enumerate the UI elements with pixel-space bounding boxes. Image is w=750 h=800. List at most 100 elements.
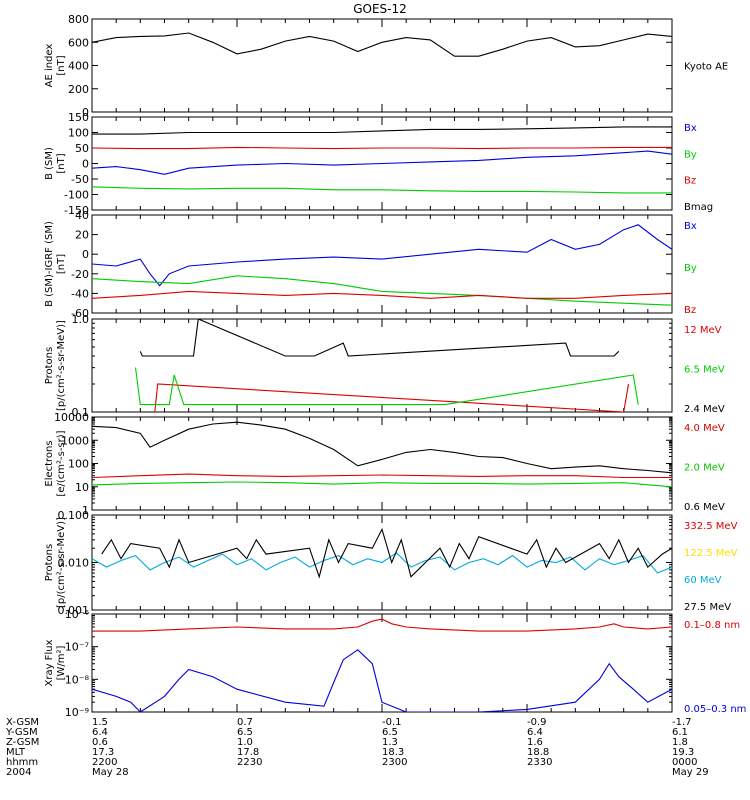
y-tick-label: 150 — [68, 111, 89, 124]
y-tick-label: -100 — [64, 189, 89, 202]
y-tick-label: 10⁻⁹ — [65, 706, 89, 719]
series-line-bz — [92, 146, 672, 150]
legend-label: Kyoto AE — [684, 62, 728, 73]
time-axis-row-label: hhmm — [6, 757, 38, 768]
y-axis-label: [p/(cm²-s-sr-MeV)] — [56, 517, 67, 608]
y-axis-label: Protons — [44, 347, 55, 384]
legend-label: By — [684, 149, 697, 160]
panel-electrons: 10000 1000 100 10 1 Electrons [e/(cm²-s-sr)] 4.… — [44, 411, 725, 517]
time-axis-value: 2230 — [237, 757, 262, 768]
y-axis-label: [p/(cm²-s-sr-MeV)] — [56, 320, 67, 411]
time-axis-value: 1.8 — [672, 737, 688, 748]
series-group — [92, 527, 672, 579]
y-axis-label: [nT] — [56, 254, 67, 274]
time-axis-row-label: Y-GSM — [5, 727, 38, 738]
legend-label: By — [684, 263, 697, 274]
series-line-0-1-0-8-nm — [92, 618, 672, 632]
y-tick-label: 10000 — [54, 411, 89, 424]
y-tick-label: 0 — [82, 106, 89, 119]
y-tick-label: 1 — [82, 504, 89, 517]
time-axis-value: -0.1 — [382, 717, 402, 728]
y-axis-label: B (SM) — [44, 147, 55, 180]
y-tick-label: 0 — [82, 248, 89, 261]
time-axis-value: 6.5 — [237, 727, 253, 738]
y-tick-label: -20 — [71, 268, 89, 281]
y-tick-label: -150 — [64, 204, 89, 217]
series-line-0-6-mev — [92, 421, 672, 474]
legend-label: 0.1–0.8 nm — [684, 620, 740, 631]
y-axis-label: B (SM)-IGRF (SM) — [44, 221, 55, 307]
legend-label: 60 MeV — [684, 575, 722, 586]
time-axis-value: 0.6 — [92, 737, 108, 748]
time-axis-value: 6.1 — [672, 727, 688, 738]
y-tick-label: 10⁻⁷ — [65, 641, 89, 654]
legend-label: 332.5 MeV — [684, 521, 738, 532]
panel-b-sm: 150 100 50 0 -50 -100 -150 B (SM) [nT] Bx By Bz Bmag — [44, 111, 713, 217]
time-axis-row-label: 2004 — [6, 767, 31, 778]
time-axis-value: May 29 — [672, 767, 709, 778]
y-tick-label: 50 — [75, 142, 89, 155]
time-axis-row-label: X-GSM — [6, 717, 39, 728]
panel-frame — [91, 318, 673, 413]
y-tick-label: 600 — [68, 36, 89, 49]
series-group — [92, 618, 672, 712]
y-axis-label: [nT] — [56, 55, 67, 75]
time-axis-value: 0.7 — [237, 717, 253, 728]
time-axis-value: -0.9 — [527, 717, 547, 728]
time-axis-value: 6.4 — [92, 727, 108, 738]
y-tick-label: 800 — [68, 13, 89, 26]
panel-xray: 10⁻⁶ 10⁻⁷ 10⁻⁸ 10⁻⁹ Xray Flux [W/m²] 0.1–0.8 n… — [44, 608, 746, 719]
y-tick-label: -40 — [71, 287, 89, 300]
time-axis-value: 19.3 — [672, 747, 694, 758]
series-group — [92, 126, 672, 194]
time-axis-value: 18.3 — [382, 747, 404, 758]
panel-protons-low: 1.0 0.1 Protons [p/(cm²-s-sr-MeV)] 12 MeV 6.5… — [44, 313, 725, 419]
time-axis-value: -1.7 — [672, 717, 692, 728]
y-tick-label: 10 — [75, 481, 89, 494]
series-line-bx — [92, 150, 672, 175]
legend-label: 4.0 MeV — [684, 423, 725, 434]
series-group — [92, 32, 672, 57]
y-tick-label: 0 — [82, 158, 89, 171]
legend-label: 2.4 MeV — [684, 404, 725, 415]
figure-title: GOES-12 — [353, 2, 407, 16]
series-line-12-mev — [154, 383, 630, 412]
legend-label: 12 MeV — [684, 325, 722, 336]
y-tick-label: -50 — [71, 173, 89, 186]
legend-label: 122.5 MeV — [684, 548, 738, 559]
legend-label: 2.0 MeV — [684, 463, 725, 474]
y-tick-label: 10⁻⁶ — [65, 608, 90, 621]
legend-label: 6.5 MeV — [684, 365, 725, 376]
y-tick-label: 100 — [68, 127, 89, 140]
legend-label: Bx — [684, 123, 697, 134]
panel-b-sm-igrf: 40 20 0 -20 -40 -60 B (SM)-IGRF (SM) [nT] Bx By Bz — [44, 209, 697, 320]
time-axis-row-label: Z-GSM — [6, 737, 39, 748]
panel-frame — [91, 214, 673, 314]
legend-label: 0.6 MeV — [684, 502, 725, 513]
time-axis-value: 1.5 — [92, 717, 108, 728]
y-tick-label: 10⁻⁸ — [65, 673, 90, 686]
panel-ae: 0 200 400 600 800 AE index [nT] Kyoto AE — [44, 13, 728, 119]
series-line-60-mev — [92, 552, 672, 574]
legend-label: Bz — [684, 176, 696, 187]
y-tick-label: 1000 — [61, 434, 89, 447]
series-line-4-0-mev — [92, 473, 672, 479]
y-tick-label: 0.1 — [72, 406, 90, 419]
y-axis-label: Xray Flux — [44, 639, 55, 686]
y-axis-label: Protons — [44, 544, 55, 581]
series-line-2-0-mev — [92, 481, 672, 488]
series-line-bz — [92, 290, 672, 299]
legend-label: 27.5 MeV — [684, 602, 731, 613]
time-axis-value: 2330 — [527, 757, 552, 768]
time-axis-value: 17.3 — [92, 747, 114, 758]
y-axis-label: AE index — [44, 44, 55, 88]
y-axis-label: [nT] — [56, 153, 67, 173]
legend-label: Bz — [684, 305, 696, 316]
y-axis-label: Electrons — [44, 440, 55, 486]
time-axis-value: 18.8 — [527, 747, 549, 758]
panel-frame — [91, 18, 673, 113]
y-tick-label: 0.001 — [58, 604, 90, 617]
y-tick-label: 200 — [68, 83, 89, 96]
